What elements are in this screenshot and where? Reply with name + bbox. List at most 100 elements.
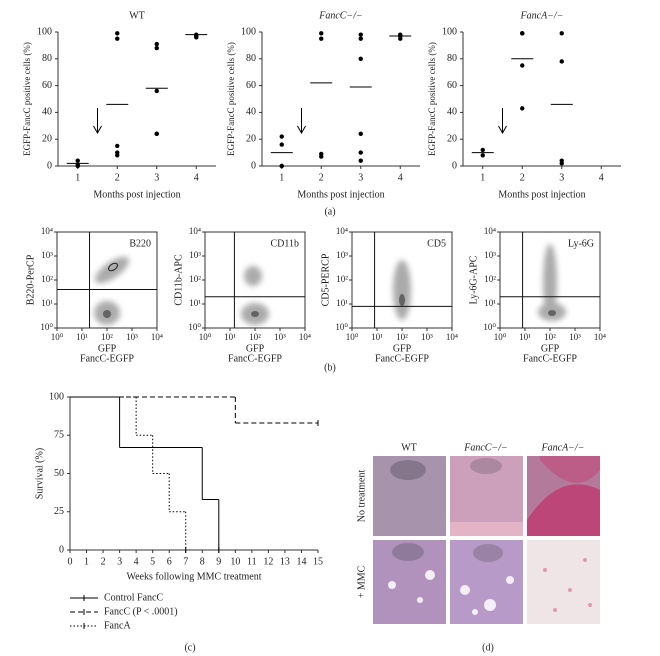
panel-label: (a) [324,206,335,217]
panel-label: (d) [482,642,494,653]
y-tick-label: 60 [42,80,52,91]
y-tick-label: 10² [484,274,496,284]
y-tick-label: 20 [42,133,52,144]
y-tick-label: 10⁴ [484,226,496,236]
x-tick-label: 2 [115,172,120,183]
x-axis-label-2: FancC-EGFP [375,353,429,364]
y-tick-label: 10⁰ [188,322,201,332]
y-tick-label: 10¹ [484,298,496,308]
axis [462,32,621,167]
data-point [319,36,324,41]
y-tick-label: 0 [251,160,256,171]
marker-label: B220 [129,238,151,249]
legend-label: FancA [104,620,131,631]
x-axis-label: Weeks following MMC treatment [126,571,261,582]
x-tick-label: 0 [68,556,73,567]
y-tick-label: 0 [59,544,64,555]
data-point [358,56,363,61]
flow-cloud-core [103,262,556,318]
x-tick-label: 10² [249,332,261,342]
data-point [154,88,159,94]
y-tick-label: 10² [189,274,201,284]
data-point [398,36,403,41]
x-tick-label: 10³ [126,332,138,342]
data-point [559,161,564,166]
y-tick-label: 100 [37,26,52,37]
y-tick-label: 0 [47,160,52,171]
y-tick-label: 10⁰ [335,322,348,332]
column-label: WT [401,442,417,453]
x-tick-label: 1 [480,172,485,183]
y-tick-label: 100 [241,26,256,37]
x-tick-label: 10⁴ [151,332,163,342]
x-tick-label: 1 [75,172,80,183]
y-tick-label: 50 [54,468,64,479]
y-tick-label: 25 [54,506,64,517]
x-tick-label: 10² [544,332,556,342]
x-tick-label: 10¹ [224,332,236,342]
x-axis-label: GFP [246,343,265,354]
x-tick-label: 10² [101,332,113,342]
x-tick-label: 7 [183,556,188,567]
x-tick-label: 3 [559,172,564,183]
marker-label: CD5 [427,238,446,249]
injection-arrow [297,108,306,135]
data-point [115,36,120,41]
x-tick-label: 10⁰ [494,332,507,342]
data-point [194,35,199,40]
y-tick-label: 10¹ [41,298,53,308]
x-tick-label: 1 [84,556,89,567]
y-axis-label: EGFP-FancC positive cells (%) [427,42,437,156]
chart-title: FancC−/− [318,10,363,21]
x-axis-label: GFP [541,343,560,354]
marker-label: Ly-6G [568,238,594,249]
x-tick-label: 1 [279,172,284,183]
x-tick-label: 2 [319,172,324,183]
y-tick-label: 10⁴ [41,226,53,236]
y-tick-label: 20 [246,133,256,144]
data-point [520,106,525,111]
y-tick-label: 80 [42,53,52,64]
column-label: FancA−/− [541,442,585,453]
x-tick-label: 4 [134,556,139,567]
y-tick-label: 10³ [336,250,348,260]
y-tick-label: 80 [447,53,457,64]
data-point [520,31,525,36]
x-axis-label: Months post injection [297,189,384,200]
chart-title: FancA−/− [520,10,564,21]
data-point [154,41,159,47]
y-tick-label: 20 [447,133,457,144]
y-tick-label: 60 [447,80,457,91]
y-axis-label: CD11b-APC [173,254,184,306]
y-axis-label: B220-PerCP [25,254,36,305]
x-tick-label: 10³ [274,332,286,342]
x-tick-label: 10⁰ [199,332,212,342]
x-tick-label: 6 [167,556,172,567]
x-tick-label: 10⁴ [299,332,311,342]
y-tick-label: 10³ [41,250,53,260]
x-tick-label: 10 [230,556,240,567]
y-axis-label: Ly-6G-APC [468,255,479,304]
y-tick-label: 80 [246,53,256,64]
injection-arrow [93,108,102,135]
legend-label: Control FancC [104,592,163,603]
x-tick-label: 4 [599,172,604,183]
x-axis-label-2: FancC-EGFP [228,353,282,364]
data-point [279,163,284,169]
x-tick-label: 2 [101,556,106,567]
x-axis-label: Months post injection [93,189,180,200]
data-point [75,158,80,163]
x-tick-label: 10² [396,332,408,342]
x-tick-label: 10⁴ [446,332,458,342]
y-tick-label: 10⁴ [189,226,201,236]
y-tick-label: 40 [246,107,256,118]
y-axis-label: CD5-PERCP [320,253,331,306]
data-point [279,142,284,147]
data-point [480,147,485,153]
y-tick-label: 100 [442,26,457,37]
y-tick-label: 0 [452,160,457,171]
marker-label: CD11b [270,238,299,249]
x-tick-label: 5 [150,556,155,567]
x-axis-label: GFP [393,343,412,354]
